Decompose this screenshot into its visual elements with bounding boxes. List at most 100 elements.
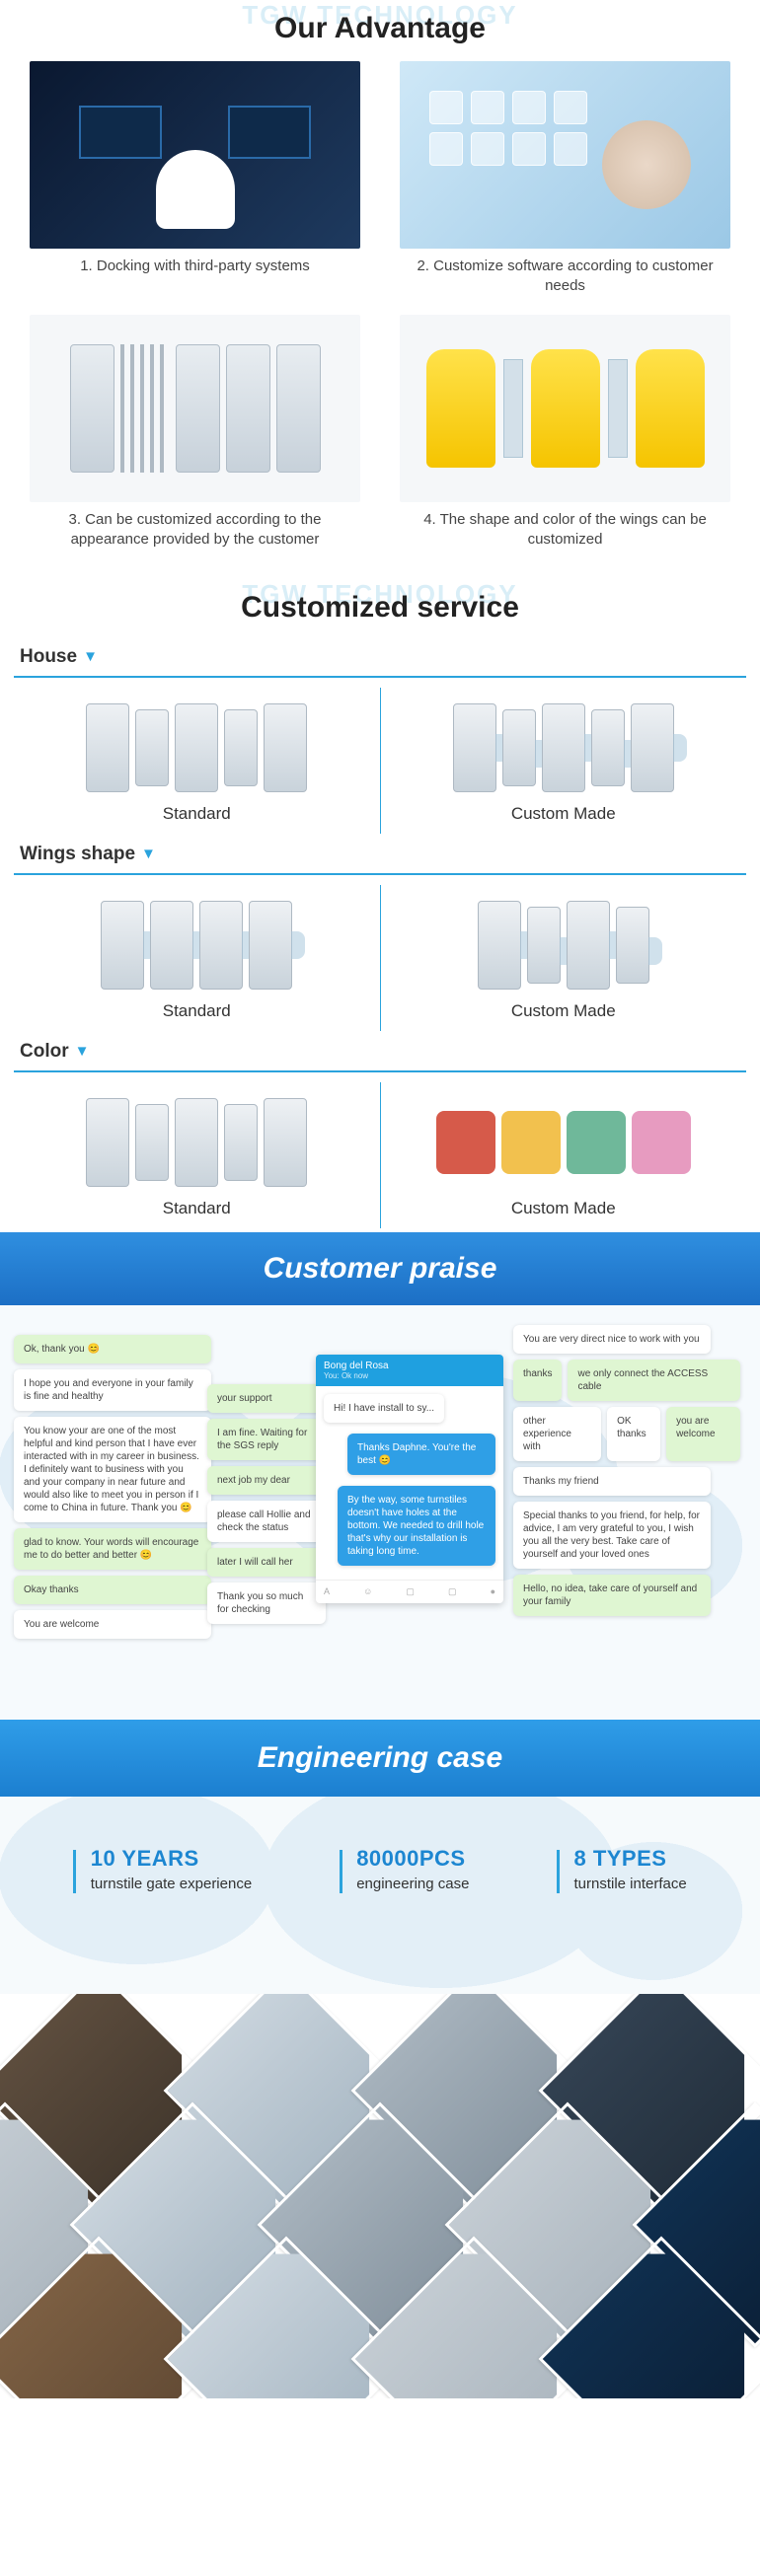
diamond-row-3 bbox=[12, 2272, 748, 2398]
phone-subtitle: You: Ok now bbox=[324, 1371, 495, 1380]
phone-footer: A☺▢▢● bbox=[316, 1580, 503, 1603]
product-strip bbox=[387, 694, 741, 802]
stat-value: 10 YEARS bbox=[91, 1846, 252, 1872]
group-label-wings: Wings shape ▼ bbox=[0, 838, 760, 873]
group-label-text: Wings shape bbox=[20, 844, 135, 864]
chat-cluster-left: Ok, thank you 😊 I hope you and everyone … bbox=[14, 1335, 221, 1645]
chat-phone: Bong del Rosa You: Ok now Hi! I have ins… bbox=[316, 1355, 503, 1603]
col-standard: Standard bbox=[14, 688, 380, 834]
group-label-color: Color ▼ bbox=[0, 1035, 760, 1070]
stat-value: 80000PCS bbox=[356, 1846, 469, 1872]
chat-bubble: Thanks Daphne. You're the best 😊 bbox=[347, 1434, 495, 1475]
advantage-caption-3: 3. Can be customized according to the ap… bbox=[30, 510, 360, 551]
chat-bubble: You know your are one of the most helpfu… bbox=[14, 1417, 211, 1522]
group-label-text: Color bbox=[20, 1041, 69, 1062]
stat-value: 8 TYPES bbox=[573, 1846, 686, 1872]
phone-mock: Bong del Rosa You: Ok now Hi! I have ins… bbox=[316, 1355, 503, 1603]
stat-row: 10 YEARS turnstile gate experience 80000… bbox=[0, 1797, 760, 1893]
col-label-custom: Custom Made bbox=[387, 1199, 741, 1218]
stat-separator bbox=[73, 1850, 76, 1893]
chat-bubble: Ok, thank you 😊 bbox=[14, 1335, 211, 1363]
col-standard: Standard bbox=[14, 1082, 380, 1228]
phone-topbar: Bong del Rosa You: Ok now bbox=[316, 1355, 503, 1386]
customized-title-text: Customized service bbox=[241, 591, 519, 624]
chat-bubble: you are welcome bbox=[666, 1407, 740, 1461]
divider bbox=[14, 873, 746, 875]
chat-bubble: I am fine. Waiting for the SGS reply bbox=[207, 1419, 326, 1460]
advantage-caption-1: 1. Docking with third-party systems bbox=[30, 257, 360, 276]
chat-cluster-midleft: your support I am fine. Waiting for the … bbox=[207, 1384, 326, 1630]
advantage-caption-2: 2. Customize software according to custo… bbox=[400, 257, 730, 297]
advantage-item-4: 4. The shape and color of the wings can … bbox=[400, 315, 730, 551]
stat-separator bbox=[557, 1850, 560, 1893]
stat-label: turnstile interface bbox=[573, 1876, 686, 1892]
chat-bubble: I hope you and everyone in your family i… bbox=[14, 1369, 211, 1411]
product-strip bbox=[387, 891, 741, 999]
chat-bubble: By the way, some turnstiles doesn't have… bbox=[338, 1486, 495, 1566]
col-custom: Custom Made bbox=[380, 688, 747, 834]
chat-bubble: we only connect the ACCESS cable bbox=[568, 1360, 740, 1401]
col-custom: Custom Made bbox=[380, 1082, 747, 1228]
advantage-caption-4: 4. The shape and color of the wings can … bbox=[400, 510, 730, 551]
product-strip bbox=[20, 1088, 374, 1197]
chat-bubble: Thanks my friend bbox=[513, 1467, 711, 1496]
chat-bubble: thanks bbox=[513, 1360, 562, 1401]
stat-3: 8 TYPES turnstile interface bbox=[557, 1846, 687, 1893]
chat-bubble: You are welcome bbox=[14, 1610, 211, 1639]
chat-bubble: please call Hollie and check the status bbox=[207, 1501, 326, 1542]
diamond-gallery bbox=[0, 1994, 760, 2398]
engineering-section: Engineering case 10 YEARS turnstile gate… bbox=[0, 1720, 760, 2398]
engineering-title: Engineering case bbox=[0, 1720, 760, 1797]
triangle-icon: ▼ bbox=[83, 648, 98, 665]
chat-bubble: later I will call her bbox=[207, 1548, 326, 1577]
custom-row-house: Standard Custom Made bbox=[0, 688, 760, 838]
praise-section: Customer praise Ok, thank you 😊 I hope y… bbox=[0, 1232, 760, 1720]
triangle-icon: ▼ bbox=[75, 1043, 90, 1060]
advantage-title: TGW TECHNOLOGY Our Advantage bbox=[0, 0, 760, 61]
advantage-title-text: Our Advantage bbox=[274, 12, 486, 44]
phone-body: Hi! I have install to sy... Thanks Daphn… bbox=[316, 1386, 503, 1580]
divider bbox=[14, 1070, 746, 1072]
stat-label: engineering case bbox=[356, 1876, 469, 1892]
praise-title: Customer praise bbox=[0, 1232, 760, 1305]
stat-separator bbox=[340, 1850, 342, 1893]
chat-bubble: next job my dear bbox=[207, 1466, 326, 1495]
group-label-text: House bbox=[20, 646, 77, 667]
advantage-image-2 bbox=[400, 61, 730, 249]
customized-section: TGW TECHNOLOGY Customized service House ▼… bbox=[0, 579, 760, 1232]
advantage-item-3: 3. Can be customized according to the ap… bbox=[30, 315, 360, 551]
stat-2: 80000PCS engineering case bbox=[340, 1846, 470, 1893]
customized-title: TGW TECHNOLOGY Customized service bbox=[0, 579, 760, 640]
praise-body: Ok, thank you 😊 I hope you and everyone … bbox=[0, 1305, 760, 1720]
product-strip bbox=[387, 1088, 741, 1197]
custom-row-wings: Standard Custom Made bbox=[0, 885, 760, 1035]
advantage-image-1 bbox=[30, 61, 360, 249]
chat-bubble: Okay thanks bbox=[14, 1576, 211, 1604]
custom-row-color: Standard Custom Made bbox=[0, 1082, 760, 1232]
chat-bubble: OK thanks bbox=[607, 1407, 660, 1461]
group-label-house: House ▼ bbox=[0, 640, 760, 676]
product-strip bbox=[20, 694, 374, 802]
stat-label: turnstile gate experience bbox=[91, 1876, 252, 1892]
advantage-section: TGW TECHNOLOGY Our Advantage 1. Docking … bbox=[0, 0, 760, 579]
col-label-standard: Standard bbox=[20, 1001, 374, 1021]
chat-bubble: Hi! I have install to sy... bbox=[324, 1394, 444, 1423]
col-label-custom: Custom Made bbox=[387, 804, 741, 824]
divider bbox=[14, 676, 746, 678]
chat-bubble: You are very direct nice to work with yo… bbox=[513, 1325, 711, 1354]
stat-1: 10 YEARS turnstile gate experience bbox=[73, 1846, 252, 1893]
chat-bubble: Special thanks to you friend, for help, … bbox=[513, 1502, 711, 1569]
advantage-image-4 bbox=[400, 315, 730, 502]
advantage-item-1: 1. Docking with third-party systems bbox=[30, 61, 360, 297]
chat-bubble: Thank you so much for checking bbox=[207, 1582, 326, 1624]
col-label-custom: Custom Made bbox=[387, 1001, 741, 1021]
triangle-icon: ▼ bbox=[141, 846, 156, 862]
chat-bubble: Hello, no idea, take care of yourself an… bbox=[513, 1575, 711, 1616]
chat-bubble: your support bbox=[207, 1384, 326, 1413]
col-label-standard: Standard bbox=[20, 1199, 374, 1218]
col-label-standard: Standard bbox=[20, 804, 374, 824]
advantage-item-2: 2. Customize software according to custo… bbox=[400, 61, 730, 297]
chat-bubble: glad to know. Your words will encourage … bbox=[14, 1528, 211, 1570]
col-custom: Custom Made bbox=[380, 885, 747, 1031]
phone-contact: Bong del Rosa bbox=[324, 1361, 495, 1371]
